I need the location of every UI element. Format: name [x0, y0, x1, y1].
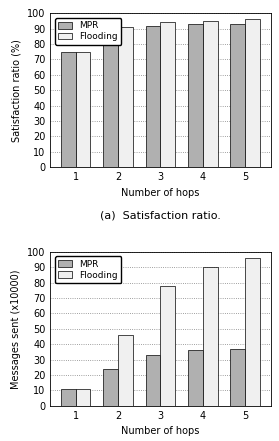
Bar — [146, 355, 160, 406]
Legend: MPR, Flooding: MPR, Flooding — [55, 256, 121, 284]
Bar — [76, 389, 90, 406]
Bar — [188, 24, 203, 167]
Bar — [160, 22, 175, 167]
Bar — [203, 267, 218, 406]
Bar — [61, 52, 76, 167]
Bar — [188, 350, 203, 406]
Bar — [245, 19, 260, 167]
Bar — [230, 24, 245, 167]
Y-axis label: Messages sent (x10000): Messages sent (x10000) — [11, 269, 21, 389]
Bar — [146, 26, 160, 167]
Bar — [103, 369, 118, 406]
Bar — [76, 52, 90, 167]
Bar — [118, 335, 133, 406]
Bar — [61, 389, 76, 406]
X-axis label: Number of hops: Number of hops — [121, 187, 199, 198]
Bar — [103, 30, 118, 167]
Bar — [203, 21, 218, 167]
Bar — [245, 258, 260, 406]
Y-axis label: Satisfaction ratio (%): Satisfaction ratio (%) — [11, 39, 21, 142]
Text: (a)  Satisfaction ratio.: (a) Satisfaction ratio. — [100, 210, 221, 220]
X-axis label: Number of hops: Number of hops — [121, 426, 199, 436]
Legend: MPR, Flooding: MPR, Flooding — [55, 18, 121, 45]
Bar — [118, 27, 133, 167]
Bar — [230, 349, 245, 406]
Bar — [160, 286, 175, 406]
